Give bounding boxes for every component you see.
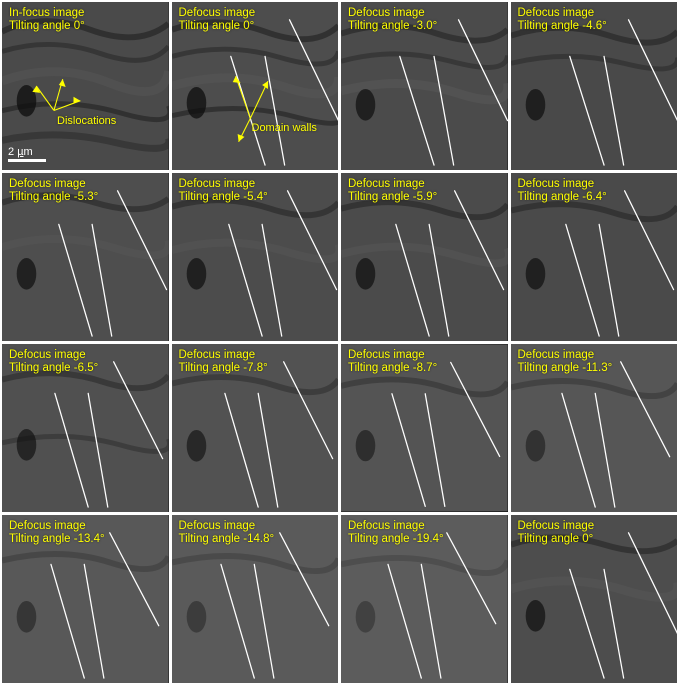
panel-label-2: Tilting angle -3.0°: [348, 20, 437, 33]
panel-label-2: Tilting angle -7.8°: [179, 362, 268, 375]
panel-labels: Defocus image Tilting angle -3.0°: [348, 7, 437, 33]
panel-label-2: Tilting angle -6.5°: [9, 362, 98, 375]
scale-bar: 2 µm: [8, 146, 46, 162]
panel-12: Defocus image Tilting angle -13.4°: [2, 515, 169, 683]
panel-labels: Defocus image Tilting angle -6.5°: [9, 349, 98, 375]
panel-13: Defocus image Tilting angle -14.8°: [172, 515, 339, 683]
panel-14: Defocus image Tilting angle -19.4°: [341, 515, 508, 683]
panel-7: Defocus image Tilting angle -6.4°: [511, 173, 678, 341]
panel-label-2: Tilting angle -5.4°: [179, 191, 268, 204]
panel-labels: Defocus image Tilting angle -6.4°: [518, 178, 607, 204]
panel-3: Defocus image Tilting angle -4.6°: [511, 2, 678, 170]
panel-labels: Defocus image Tilting angle -19.4°: [348, 520, 444, 546]
panel-label-1: Defocus image: [348, 178, 437, 191]
panel-label-1: Defocus image: [179, 349, 268, 362]
panel-2: Defocus image Tilting angle -3.0°: [341, 2, 508, 170]
scale-bar-line: [8, 159, 46, 162]
panel-label-2: Tilting angle -6.4°: [518, 191, 607, 204]
panel-labels: Defocus image Tilting angle -11.3°: [518, 349, 613, 375]
panel-10: Defocus image Tilting angle -8.7°: [341, 344, 508, 512]
panel-labels: Defocus image Tilting angle -8.7°: [348, 349, 437, 375]
panel-label-2: Tilting angle -4.6°: [518, 20, 607, 33]
panel-label-2: Tilting angle -13.4°: [9, 533, 105, 546]
panel-grid: In-focus image Tilting angle 0° Dislocat…: [0, 0, 679, 685]
panel-labels: Defocus image Tilting angle -7.8°: [179, 349, 268, 375]
panel-label-2: Tilting angle -8.7°: [348, 362, 437, 375]
tem-figure-grid: In-focus image Tilting angle 0° Dislocat…: [0, 0, 679, 685]
dislocations-arrows: [2, 2, 169, 170]
panel-labels: Defocus image Tilting angle 0°: [518, 520, 595, 546]
panel-15: Defocus image Tilting angle 0°: [511, 515, 678, 683]
panel-labels: Defocus image Tilting angle -5.3°: [9, 178, 98, 204]
panel-labels: Defocus image Tilting angle -4.6°: [518, 7, 607, 33]
panel-labels: Defocus image Tilting angle -5.4°: [179, 178, 268, 204]
dislocations-label: Dislocations: [57, 115, 116, 127]
domain-walls-arrows: [172, 2, 339, 170]
domain-walls-label: Domain walls: [252, 122, 317, 134]
panel-label-1: Defocus image: [348, 520, 444, 533]
panel-label-2: Tilting angle -5.3°: [9, 191, 98, 204]
panel-label-1: Defocus image: [348, 7, 437, 20]
panel-1: Defocus image Tilting angle 0° Domain wa…: [172, 2, 339, 170]
panel-labels: Defocus image Tilting angle -14.8°: [179, 520, 275, 546]
panel-label-1: Defocus image: [9, 178, 98, 191]
panel-label-1: Defocus image: [518, 520, 595, 533]
panel-9: Defocus image Tilting angle -7.8°: [172, 344, 339, 512]
panel-8: Defocus image Tilting angle -6.5°: [2, 344, 169, 512]
panel-label-1: Defocus image: [518, 178, 607, 191]
panel-labels: Defocus image Tilting angle -13.4°: [9, 520, 105, 546]
panel-label-1: Defocus image: [179, 178, 268, 191]
panel-label-2: Tilting angle -19.4°: [348, 533, 444, 546]
panel-label-1: Defocus image: [179, 520, 275, 533]
panel-6: Defocus image Tilting angle -5.9°: [341, 173, 508, 341]
panel-label-2: Tilting angle 0°: [518, 533, 595, 546]
panel-label-2: Tilting angle -5.9°: [348, 191, 437, 204]
panel-11: Defocus image Tilting angle -11.3°: [511, 344, 678, 512]
panel-label-1: Defocus image: [9, 349, 98, 362]
panel-4: Defocus image Tilting angle -5.3°: [2, 173, 169, 341]
panel-0: In-focus image Tilting angle 0° Dislocat…: [2, 2, 169, 170]
scale-bar-text: 2 µm: [8, 146, 46, 158]
panel-5: Defocus image Tilting angle -5.4°: [172, 173, 339, 341]
panel-label-1: Defocus image: [518, 349, 613, 362]
panel-label-2: Tilting angle -14.8°: [179, 533, 275, 546]
panel-labels: Defocus image Tilting angle -5.9°: [348, 178, 437, 204]
panel-label-2: Tilting angle -11.3°: [518, 362, 613, 375]
panel-label-1: Defocus image: [518, 7, 607, 20]
panel-label-1: Defocus image: [348, 349, 437, 362]
panel-label-1: Defocus image: [9, 520, 105, 533]
